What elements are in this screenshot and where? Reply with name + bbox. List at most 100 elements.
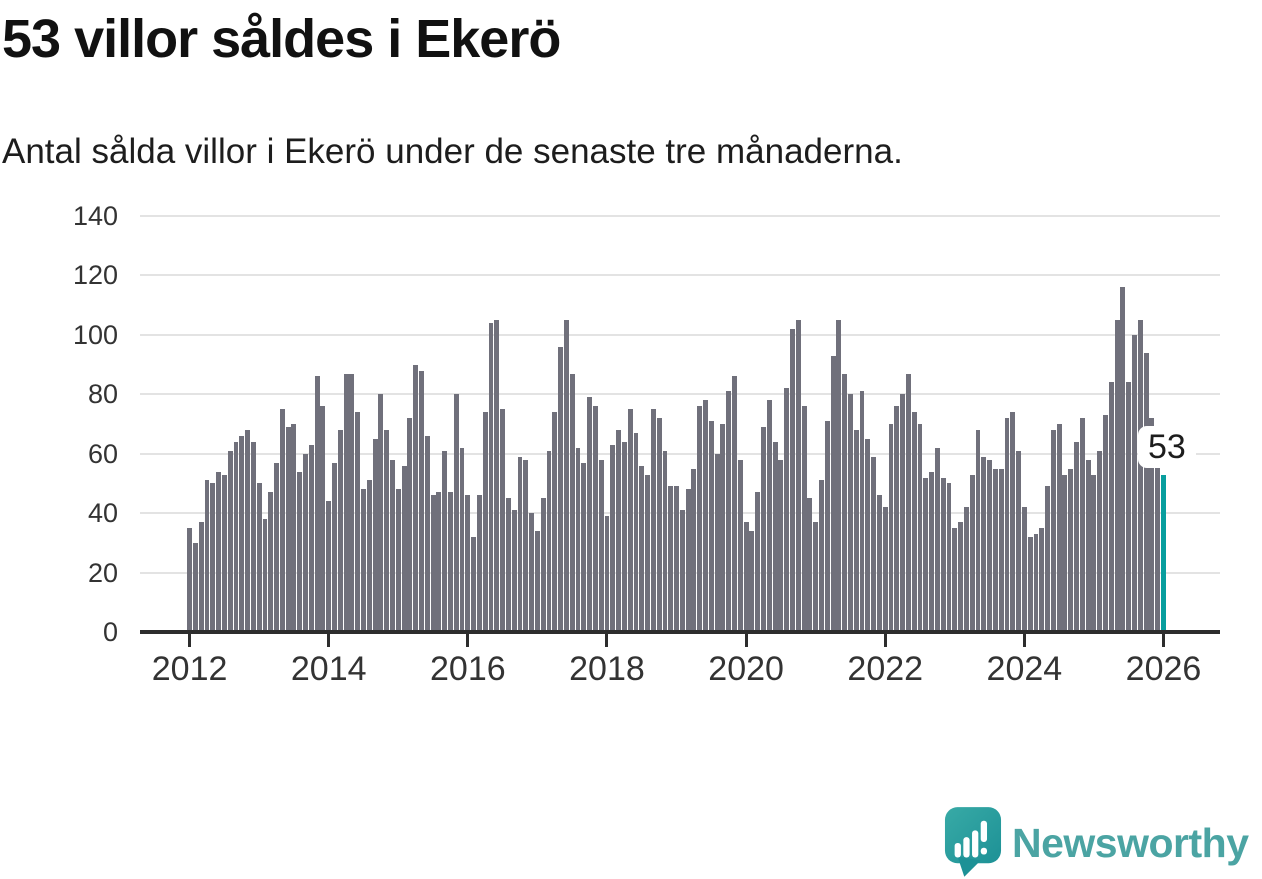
bar xyxy=(482,412,488,632)
bar xyxy=(876,495,882,632)
bar xyxy=(714,453,720,632)
bar xyxy=(911,412,917,632)
chart-subtitle: Antal sålda villor i Ekerö under de sena… xyxy=(2,132,903,171)
bar xyxy=(795,320,801,632)
x-tick-label-2018: 2018 xyxy=(569,650,645,688)
bar xyxy=(279,409,285,632)
bar xyxy=(697,406,703,632)
value-callout: 53 xyxy=(1138,426,1196,468)
bar xyxy=(534,530,540,632)
bar xyxy=(390,459,395,632)
bar xyxy=(1126,382,1132,632)
bar xyxy=(830,355,836,632)
gridline-140 xyxy=(140,215,1220,217)
y-tick-label-40: 40 xyxy=(87,498,118,529)
bar xyxy=(407,418,413,632)
bar xyxy=(905,373,911,632)
bar xyxy=(198,522,204,632)
bar xyxy=(511,510,517,632)
bar xyxy=(836,320,842,632)
bar xyxy=(1091,474,1097,632)
x-tick-2024 xyxy=(1022,634,1026,647)
x-tick-label-2026: 2026 xyxy=(1125,650,1202,688)
bar xyxy=(1068,468,1074,632)
bar xyxy=(274,462,279,632)
bar xyxy=(563,320,569,632)
bar xyxy=(703,400,708,632)
bar xyxy=(656,418,662,632)
bar xyxy=(963,507,969,632)
bar xyxy=(1004,418,1010,632)
bar xyxy=(308,444,314,632)
bar xyxy=(1143,352,1149,632)
y-tick-label-60: 60 xyxy=(87,438,118,469)
bar xyxy=(216,471,222,632)
bar xyxy=(755,492,761,632)
bar xyxy=(268,492,274,632)
bar xyxy=(1137,320,1143,632)
bar xyxy=(395,489,401,632)
bar xyxy=(459,447,465,632)
bar xyxy=(320,406,326,632)
bar xyxy=(923,477,929,632)
bar xyxy=(448,492,453,632)
bar xyxy=(761,426,766,632)
bar xyxy=(430,495,436,632)
bar xyxy=(824,421,830,632)
bar xyxy=(419,370,424,632)
bar xyxy=(262,519,268,632)
plot-area xyxy=(140,215,1220,632)
bar xyxy=(737,459,743,632)
bar xyxy=(349,373,355,632)
bar xyxy=(413,364,419,632)
bar xyxy=(1056,424,1062,632)
bar xyxy=(372,438,378,632)
x-tick-label-2022: 2022 xyxy=(847,650,924,688)
bar xyxy=(1074,441,1079,632)
bar xyxy=(471,536,477,632)
bar xyxy=(500,409,506,632)
bar xyxy=(1033,533,1039,632)
bar xyxy=(250,441,256,632)
bar xyxy=(494,320,500,632)
bar xyxy=(633,432,639,632)
bar xyxy=(256,483,262,632)
bar xyxy=(1108,382,1114,632)
bar xyxy=(337,429,343,632)
bar xyxy=(952,528,958,632)
bar xyxy=(529,513,535,632)
bar xyxy=(621,441,627,632)
bar xyxy=(1062,474,1068,632)
bar xyxy=(592,406,598,632)
highlighted-bar xyxy=(1161,474,1166,632)
gridline-100 xyxy=(140,333,1220,336)
bar xyxy=(645,474,650,632)
bar xyxy=(1016,450,1021,632)
bar xyxy=(552,412,558,632)
bar xyxy=(882,507,888,632)
x-axis-line xyxy=(140,630,1220,634)
y-tick-label-100: 100 xyxy=(72,319,118,350)
x-tick-2012 xyxy=(188,634,192,647)
bar xyxy=(523,459,529,632)
bar xyxy=(819,480,824,632)
bar xyxy=(442,450,448,632)
bar xyxy=(581,462,587,632)
bar xyxy=(1039,528,1045,632)
bar xyxy=(1155,465,1161,632)
bar xyxy=(981,456,987,632)
bar xyxy=(303,453,308,632)
bar xyxy=(946,483,952,632)
bar xyxy=(239,435,245,632)
bar xyxy=(778,459,784,632)
x-tick-2016 xyxy=(466,634,470,647)
bar xyxy=(807,498,813,632)
bar xyxy=(314,376,320,632)
bar xyxy=(616,429,622,632)
bar xyxy=(784,388,790,632)
bar xyxy=(894,406,900,632)
bar xyxy=(685,489,691,632)
bar xyxy=(865,438,871,632)
bar xyxy=(233,441,239,632)
